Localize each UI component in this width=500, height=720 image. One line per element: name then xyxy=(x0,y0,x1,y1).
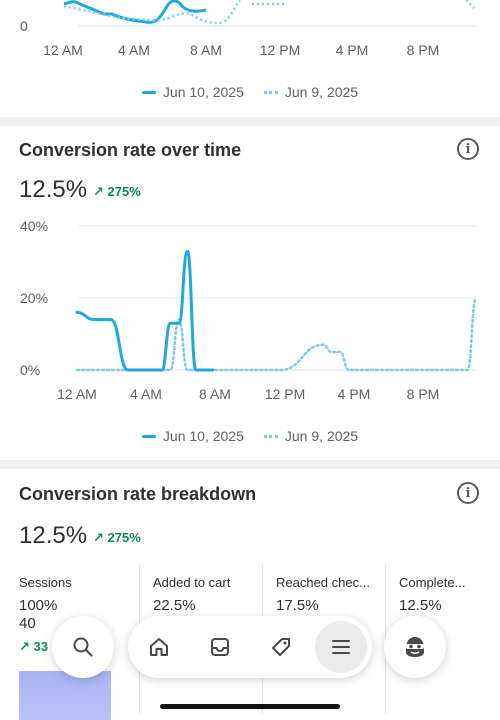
stage-label: Complete... xyxy=(399,575,466,590)
main-nav xyxy=(128,616,372,678)
top-x-tick-8pm: 8 PM xyxy=(407,42,440,58)
search-icon xyxy=(73,637,93,657)
y-tick-0: 0% xyxy=(20,362,40,378)
legend-dotted-swatch xyxy=(263,90,278,94)
x-tick-12am: 12 AM xyxy=(57,386,97,402)
x-tick-8pm: 8 PM xyxy=(407,386,440,402)
top-x-tick-12pm: 12 PM xyxy=(260,42,300,58)
tag-icon xyxy=(272,638,290,656)
legend-previous-label: Jun 9, 2025 xyxy=(284,428,359,444)
bottom-tab-bar xyxy=(0,612,500,684)
card-title: Conversion rate over time xyxy=(19,140,242,160)
orders-button[interactable] xyxy=(194,621,246,673)
stage-change: ↗ 33 xyxy=(19,639,48,654)
y-tick-40: 40% xyxy=(20,218,48,234)
stage-value: 17.5% xyxy=(276,597,319,614)
y-tick-0: 0 xyxy=(20,18,28,34)
series-line-previous xyxy=(75,296,478,372)
stage-sessions[interactable]: Sessions 100% 40 ↗ 33 xyxy=(19,564,137,714)
top-x-tick-12am: 12 AM xyxy=(43,42,83,58)
x-tick-4pm: 4 PM xyxy=(338,386,371,402)
legend-solid-swatch xyxy=(141,434,156,438)
inbox-icon xyxy=(211,638,229,656)
stage-completed[interactable]: Complete... 12.5% xyxy=(399,564,499,714)
avatar-icon xyxy=(406,637,424,657)
stage-reached-checkout[interactable]: Reached chec... 17.5% xyxy=(276,564,384,714)
stage-value: 100% xyxy=(19,597,58,614)
legend-solid-swatch xyxy=(141,90,156,94)
legend: Jun 10, 2025 Jun 9, 2025 xyxy=(0,84,500,100)
legend-dotted-swatch xyxy=(263,434,278,438)
legend-previous[interactable]: Jun 9, 2025 xyxy=(263,428,359,444)
home-button[interactable] xyxy=(133,621,185,673)
legend-previous[interactable]: Jun 9, 2025 xyxy=(263,84,359,100)
stage-value: 12.5% xyxy=(399,597,442,614)
conversion-chart: 40% 20% 0% 12 AM 4 AM 8 AM 12 PM 4 PM 8 … xyxy=(20,218,478,402)
series-line-current xyxy=(75,249,215,372)
conversion-rate-card: Conversion rate over time i 12.5% ↗ 275%… xyxy=(0,126,500,460)
legend-current[interactable]: Jun 10, 2025 xyxy=(141,428,244,444)
funnel-stages: Sessions 100% 40 ↗ 33 Added to cart 22.5… xyxy=(0,564,500,714)
breakdown-delta: ↗ 275% xyxy=(93,530,141,545)
prev-chart-previous-line xyxy=(63,0,475,25)
stage-label: Reached chec... xyxy=(276,575,370,590)
legend-previous-label: Jun 9, 2025 xyxy=(284,84,359,100)
products-button[interactable] xyxy=(255,621,307,673)
stage-count: 40 xyxy=(19,615,36,632)
menu-icon xyxy=(332,640,350,654)
legend: Jun 10, 2025 Jun 9, 2025 xyxy=(0,428,500,444)
menu-button[interactable] xyxy=(315,621,367,673)
x-tick-8am: 8 AM xyxy=(199,386,231,402)
x-tick-12pm: 12 PM xyxy=(265,386,305,402)
x-tick-4am: 4 AM xyxy=(130,386,162,402)
top-x-tick-8am: 8 AM xyxy=(190,42,222,58)
previous-chart-card: 0 12 AM 4 AM 8 AM 12 PM 4 PM 8 PM Jun 10… xyxy=(0,0,500,117)
info-icon[interactable]: i xyxy=(457,482,479,504)
conversion-breakdown-card: Conversion rate breakdown i 12.5% ↗ 275%… xyxy=(0,469,500,720)
legend-current[interactable]: Jun 10, 2025 xyxy=(141,84,244,100)
stage-added-to-cart[interactable]: Added to cart 22.5% xyxy=(153,564,263,714)
home-icon xyxy=(150,638,168,656)
conversion-value: 12.5% xyxy=(19,176,88,203)
home-indicator xyxy=(160,704,340,709)
conversion-delta: ↗ 275% xyxy=(93,184,141,199)
stage-label: Sessions xyxy=(19,575,72,590)
legend-current-label: Jun 10, 2025 xyxy=(162,84,244,100)
breakdown-value: 12.5% xyxy=(19,522,88,549)
y-tick-20: 20% xyxy=(20,290,48,306)
legend-current-label: Jun 10, 2025 xyxy=(162,428,244,444)
previous-chart: 0 12 AM 4 AM 8 AM 12 PM 4 PM 8 PM xyxy=(20,0,476,58)
card-title: Conversion rate breakdown xyxy=(19,484,257,504)
info-icon[interactable]: i xyxy=(457,138,479,160)
funnel-bar-sessions xyxy=(19,671,111,720)
prev-chart-current-line xyxy=(63,0,207,24)
top-x-tick-4pm: 4 PM xyxy=(336,42,369,58)
account-button[interactable] xyxy=(384,616,446,678)
search-button[interactable] xyxy=(52,616,114,678)
top-x-tick-4am: 4 AM xyxy=(118,42,150,58)
stage-value: 22.5% xyxy=(153,597,196,614)
stage-label: Added to cart xyxy=(153,575,231,590)
